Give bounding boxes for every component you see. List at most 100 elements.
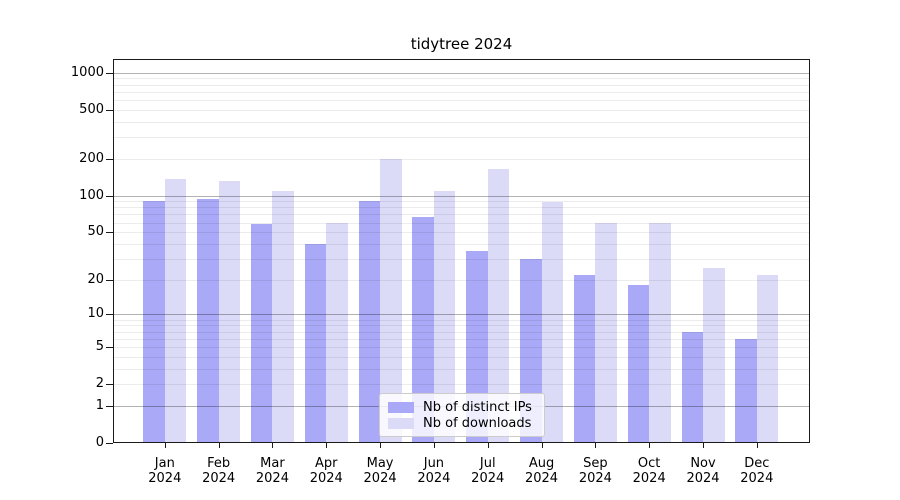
y-tick-label-1000: 1000 <box>70 64 104 80</box>
bar-downloads-feb <box>218 180 241 443</box>
y-tick-mark <box>106 158 113 160</box>
minor-gridline-90 <box>114 201 809 203</box>
bar-downloads-nov <box>703 268 725 443</box>
minor-gridline-6 <box>114 338 809 340</box>
bar-ips-oct <box>627 285 650 443</box>
bar-ips-sep <box>573 274 596 443</box>
major-gridline-10 <box>114 314 809 316</box>
y-tick-mark <box>106 72 113 74</box>
y-tick-label-10: 10 <box>87 306 104 322</box>
y-tick-mark <box>106 346 113 348</box>
bar-ips-may <box>358 201 381 443</box>
minor-gridline-300 <box>114 137 809 139</box>
y-tick-mark <box>106 109 113 111</box>
bar-downloads-dec <box>756 274 779 443</box>
x-tick-label-jul: Jul 2024 <box>471 456 505 486</box>
x-tick-mark <box>326 443 328 448</box>
major-gridline-100 <box>114 195 809 197</box>
y-tick-label-1: 1 <box>95 397 104 413</box>
x-tick-label-mar: Mar 2024 <box>255 456 289 486</box>
y-tick-label-50: 50 <box>87 224 104 240</box>
minor-gridline-400 <box>114 121 809 123</box>
legend-item-downloads: Nb of downloads <box>388 416 536 433</box>
x-tick-mark <box>164 443 166 448</box>
minor-gridline-700 <box>114 91 809 93</box>
minor-gridline-500 <box>114 109 809 111</box>
legend-label-distinct-ips: Nb of distinct IPs <box>423 399 532 415</box>
x-tick-mark <box>595 443 597 448</box>
legend-item-distinct-ips: Nb of distinct IPs <box>388 399 536 416</box>
y-tick-mark <box>106 314 113 316</box>
x-tick-label-dec: Dec 2024 <box>740 456 774 486</box>
bar-ips-nov <box>681 331 703 443</box>
bar-downloads-sep <box>595 222 617 443</box>
y-tick-mark <box>106 384 113 386</box>
minor-gridline-200 <box>114 158 809 160</box>
bar-downloads-may <box>380 158 402 443</box>
bar-downloads-aug <box>541 202 564 443</box>
y-tick-label-2: 2 <box>95 376 104 392</box>
x-tick-label-jun: Jun 2024 <box>417 456 451 486</box>
minor-gridline-600 <box>114 99 809 101</box>
minor-gridline-9 <box>114 319 809 321</box>
x-tick-mark <box>380 443 382 448</box>
legend-label-downloads: Nb of downloads <box>423 416 532 432</box>
y-tick-mark <box>106 195 113 197</box>
x-tick-label-may: May 2024 <box>363 456 397 486</box>
x-tick-label-sep: Sep 2024 <box>578 456 612 486</box>
bar-downloads-mar <box>272 190 294 443</box>
y-tick-label-20: 20 <box>87 271 104 287</box>
bar-ips-apr <box>304 243 327 443</box>
bar-ips-mar <box>250 224 273 443</box>
minor-gridline-3 <box>114 368 809 370</box>
bar-ips-feb <box>197 198 219 443</box>
minor-gridline-80 <box>114 207 809 209</box>
minor-gridline-70 <box>114 214 809 216</box>
y-tick-label-5: 5 <box>95 338 104 354</box>
bar-downloads-oct <box>649 222 671 443</box>
x-tick-mark <box>756 443 758 448</box>
chart-title: tidytree 2024 <box>410 35 513 53</box>
bar-downloads-jul <box>487 168 510 443</box>
minor-gridline-8 <box>114 325 809 327</box>
x-tick-label-apr: Apr 2024 <box>309 456 343 486</box>
minor-gridline-20 <box>114 279 809 281</box>
legend: Nb of distinct IPs Nb of downloads <box>379 393 545 437</box>
y-tick-mark <box>106 232 113 234</box>
x-tick-mark <box>541 443 543 448</box>
x-tick-label-aug: Aug 2024 <box>524 456 559 486</box>
minor-gridline-4 <box>114 356 809 358</box>
minor-gridline-900 <box>114 78 809 80</box>
x-tick-label-oct: Oct 2024 <box>632 456 666 486</box>
y-tick-label-100: 100 <box>79 187 104 203</box>
x-tick-mark <box>433 443 435 448</box>
minor-gridline-40 <box>114 243 809 245</box>
legend-swatch-downloads <box>388 418 414 430</box>
x-tick-label-feb: Feb 2024 <box>202 456 236 486</box>
minor-gridline-2 <box>114 384 809 386</box>
x-tick-mark <box>218 443 220 448</box>
y-tick-label-500: 500 <box>79 101 104 117</box>
minor-gridline-7 <box>114 331 809 333</box>
bar-downloads-apr <box>326 222 348 443</box>
minor-gridline-800 <box>114 84 809 86</box>
x-tick-mark <box>649 443 651 448</box>
minor-gridline-50 <box>114 232 809 234</box>
bar-downloads-jan <box>164 179 187 443</box>
legend-swatch-distinct-ips <box>388 401 414 413</box>
y-tick-mark <box>106 405 113 407</box>
major-gridline-1000 <box>114 72 809 74</box>
minor-gridline-5 <box>114 346 809 348</box>
x-tick-label-nov: Nov 2024 <box>686 456 720 486</box>
bar-ips-jan <box>143 200 165 443</box>
y-tick-label-0: 0 <box>95 435 104 450</box>
minor-gridline-60 <box>114 222 809 224</box>
x-tick-mark <box>272 443 274 448</box>
bar-downloads-jun <box>433 190 456 443</box>
y-tick-mark <box>106 279 113 281</box>
y-tick-mark <box>106 443 113 444</box>
x-tick-mark <box>703 443 704 448</box>
bar-ips-jun <box>412 216 434 443</box>
bar-ips-dec <box>735 338 757 443</box>
